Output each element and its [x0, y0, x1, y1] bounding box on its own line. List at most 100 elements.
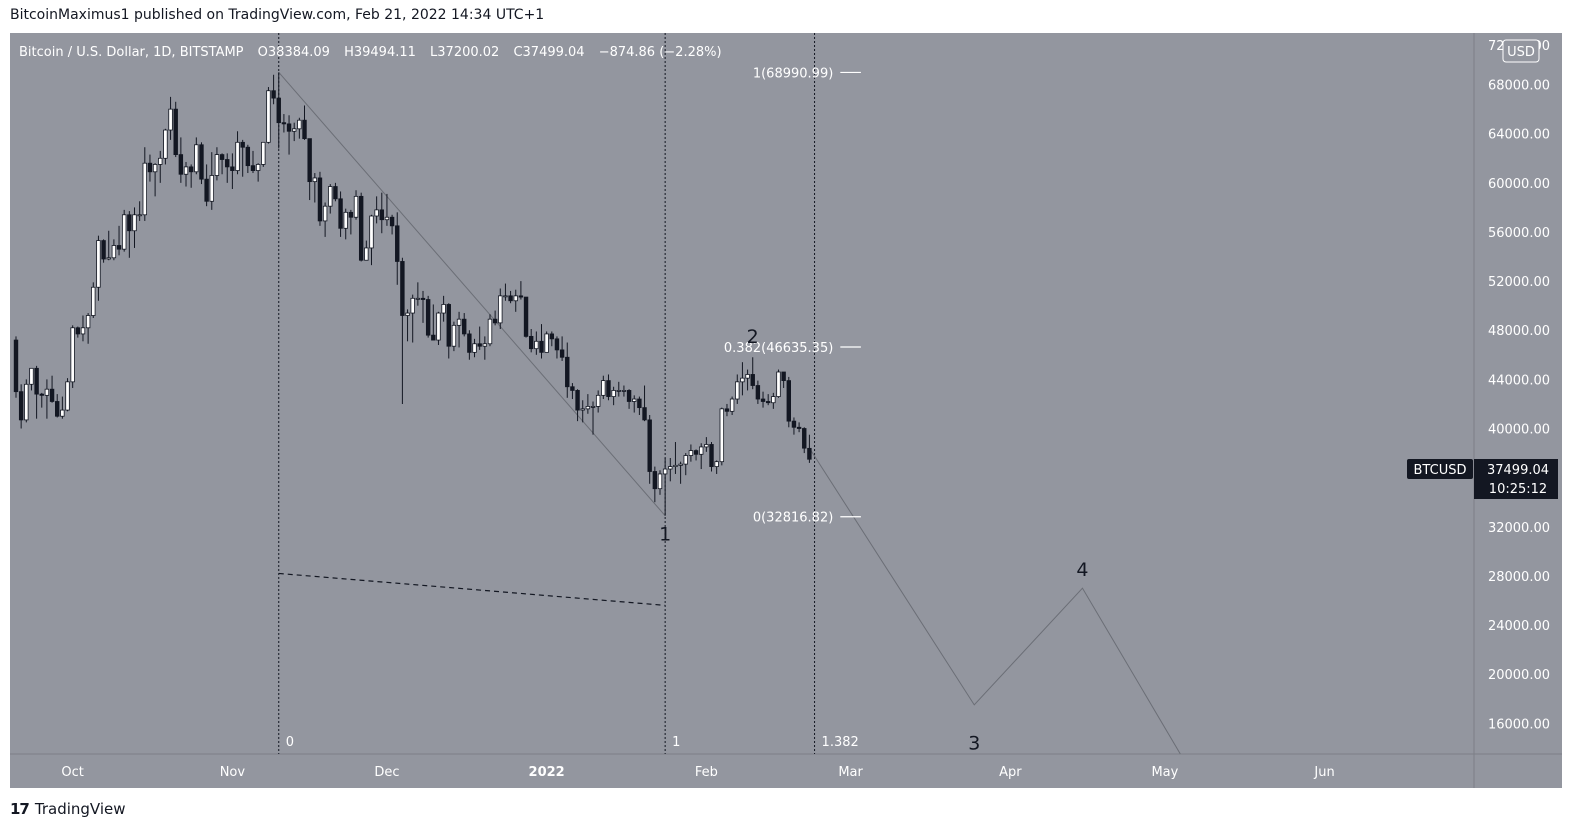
- candle: [204, 164, 209, 207]
- candle-body: [498, 295, 503, 324]
- candle-body: [142, 162, 148, 216]
- candle-body: [662, 468, 668, 475]
- time-axis-area[interactable]: [10, 754, 1562, 788]
- candle: [467, 330, 472, 360]
- candle: [724, 403, 730, 417]
- candle: [657, 470, 663, 495]
- candle: [230, 153, 235, 189]
- candle-body: [745, 374, 750, 379]
- candle: [400, 257, 405, 404]
- candle: [18, 384, 24, 429]
- candle: [374, 196, 379, 224]
- candle-body: [364, 247, 369, 261]
- candle-body: [683, 455, 688, 465]
- candle-body: [456, 318, 462, 326]
- currency-button[interactable]: USD: [1502, 39, 1540, 63]
- legend-symbol: Bitcoin / U.S. Dollar, 1D, BITSTAMP: [19, 45, 244, 60]
- candle-body: [781, 371, 786, 382]
- candle-body: [570, 386, 575, 391]
- candle-body: [528, 335, 534, 350]
- y-tick-label: 48000.00: [1488, 324, 1550, 339]
- candle-body: [760, 398, 766, 402]
- y-tick-label: 24000.00: [1488, 619, 1550, 634]
- candle-body: [230, 166, 235, 171]
- candle: [446, 303, 451, 359]
- candle: [395, 212, 400, 285]
- candle-body: [255, 164, 261, 171]
- candle-body: [755, 385, 761, 400]
- candle: [590, 401, 596, 435]
- y-tick-label: 52000.00: [1488, 275, 1550, 290]
- candle-body: [637, 398, 642, 409]
- candle: [353, 190, 359, 220]
- candle-body: [585, 405, 591, 410]
- candle: [802, 427, 807, 454]
- tradingview-footer[interactable]: 17 TradingView: [10, 800, 126, 818]
- candle: [601, 375, 606, 400]
- candle: [771, 392, 776, 409]
- candle: [168, 96, 173, 140]
- candle: [297, 117, 302, 139]
- candle: [158, 150, 163, 183]
- y-tick-label: 56000.00: [1488, 226, 1550, 241]
- candle: [528, 329, 534, 353]
- candle-body: [539, 340, 544, 353]
- candle: [338, 191, 343, 237]
- x-tick-label: 2022: [529, 765, 565, 780]
- candle-body: [415, 297, 421, 300]
- candle-body: [65, 381, 70, 411]
- fib-level-label: 1(68990.99): [753, 66, 833, 81]
- candle: [662, 457, 668, 516]
- candle-body: [771, 396, 776, 404]
- candle-body: [369, 215, 374, 249]
- candle: [652, 466, 658, 503]
- candle-body: [482, 343, 488, 347]
- candle: [611, 386, 616, 406]
- candle-body: [235, 141, 240, 171]
- candle: [281, 114, 287, 133]
- candle-body: [580, 408, 585, 411]
- candle-body: [333, 186, 338, 200]
- candle: [735, 374, 740, 404]
- candle-body: [575, 390, 580, 411]
- candle-body: [322, 205, 328, 222]
- candle-body: [518, 295, 524, 298]
- candle-body: [111, 245, 117, 259]
- candle: [786, 376, 791, 428]
- candle-body: [724, 408, 730, 412]
- candle-body: [807, 447, 812, 460]
- candle: [163, 128, 168, 165]
- candle-body: [492, 318, 498, 324]
- candle-body: [204, 178, 209, 202]
- x-tick-label: Mar: [838, 765, 863, 780]
- candle-body: [60, 409, 65, 417]
- price-axis-area[interactable]: [1474, 33, 1562, 754]
- y-tick-label: 28000.00: [1488, 570, 1550, 585]
- candle-body: [668, 466, 673, 470]
- candle: [55, 394, 60, 418]
- candle-body: [194, 144, 199, 173]
- candle-body: [276, 97, 281, 124]
- candle-body: [199, 144, 204, 180]
- candle-body: [168, 108, 173, 131]
- tradingview-logo-icon: 17: [10, 800, 30, 818]
- candle-body: [281, 122, 287, 125]
- candle: [24, 379, 29, 423]
- candle-body: [389, 216, 395, 227]
- candle: [415, 282, 421, 306]
- candle: [199, 142, 204, 185]
- candle: [580, 400, 585, 423]
- candle: [776, 369, 781, 398]
- legend-low-value: 37200.02: [437, 45, 499, 60]
- candle: [219, 153, 225, 175]
- candle-body: [297, 119, 302, 130]
- candle-body: [616, 390, 621, 392]
- candle-layer: [13, 72, 812, 516]
- candle-body: [611, 390, 616, 397]
- candle: [570, 383, 575, 400]
- candle: [523, 296, 529, 338]
- y-tick-label: 32000.00: [1488, 521, 1550, 536]
- candle-body: [626, 390, 632, 402]
- fib-level-label: 0.382(46635.35): [724, 341, 833, 356]
